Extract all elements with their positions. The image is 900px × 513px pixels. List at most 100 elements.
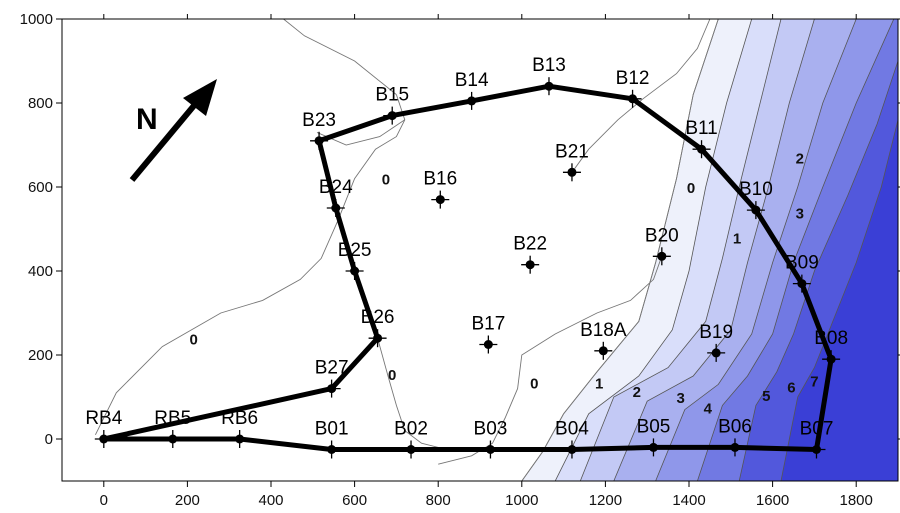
y-tick-label: 600 [28,179,53,196]
contour-line [94,94,406,436]
borehole-marker-b08 [822,350,841,369]
contour-label: 1 [595,375,603,392]
x-tick-label: 600 [342,492,367,509]
borehole-label-b09: B09 [785,253,819,274]
borehole-label-b22: B22 [513,234,547,255]
borehole-label-rb4: RB4 [85,408,122,429]
borehole-label-b19: B19 [699,322,733,343]
y-tick-label: 400 [28,263,53,280]
borehole-marker-b16 [431,190,450,209]
borehole-marker-b17 [479,335,498,354]
x-tick-label: 1800 [840,492,873,509]
borehole-label-b26: B26 [361,307,395,328]
north-arrow: N [129,79,217,182]
borehole-marker-b25 [345,262,364,280]
contour-label: 3 [796,205,804,222]
contour-label: 2 [633,384,641,401]
borehole-label-b04: B04 [555,419,589,440]
borehole-label-b27: B27 [315,358,349,379]
borehole-label-b20: B20 [645,225,679,246]
x-tick-label: 400 [258,492,283,509]
borehole-label-b03: B03 [474,419,508,440]
borehole-label-b01: B01 [315,419,349,440]
borehole-marker-b15 [383,106,402,125]
borehole-label-b12: B12 [616,68,650,89]
borehole-marker-b27 [322,379,341,398]
borehole-label-b08: B08 [814,328,848,349]
contour-label: 1 [733,230,741,247]
borehole-marker-b03 [481,440,500,459]
contour-label: 4 [704,401,713,418]
borehole-marker-b01 [322,440,341,459]
contour-label: 0 [382,172,390,189]
borehole-marker-b19 [707,343,726,362]
borehole-marker-b11 [692,140,711,159]
borehole-marker-rb6 [230,430,249,448]
x-axis-ticks: 0 200 400 600 800 1000 1200 1400 1600 1800 [100,14,873,509]
plot-frame [61,18,899,482]
contour-line [377,338,447,450]
borehole-label-b15: B15 [375,85,409,106]
borehole-marker-b02 [402,440,421,459]
borehole-label-b07: B07 [800,419,834,440]
borehole-label-b16: B16 [423,169,457,190]
contour-label: 5 [762,388,770,405]
borehole-marker-b18a [594,341,613,360]
borehole-marker-b23 [310,131,329,150]
borehole-label-b14: B14 [455,70,489,91]
borehole-marker-b06 [725,438,744,457]
borehole-label-b06: B06 [718,416,752,437]
x-tick-label: 1000 [505,492,538,509]
borehole-marker-b13 [539,77,558,96]
x-tick-label: 1200 [589,492,622,509]
borehole-label-b10: B10 [739,179,773,200]
borehole-label-b18a: B18A [580,320,627,341]
x-tick-label: 1400 [672,492,705,509]
borehole-label-b05: B05 [637,416,671,437]
north-arrow-head [183,79,217,116]
borehole-label-b23: B23 [302,110,336,131]
contour-label: 7 [810,373,818,390]
borehole-label-rb5: RB5 [154,408,191,429]
borehole-label-b02: B02 [394,419,428,440]
borehole-marker-b26 [368,329,387,348]
contour-label: 3 [676,390,684,407]
borehole-marker-b10 [746,201,765,220]
north-label: N [136,103,158,136]
x-tick-label: 200 [175,492,200,509]
borehole-label-b24: B24 [319,177,353,198]
borehole-marker-b22 [521,255,540,274]
contour-fill-group [521,19,898,481]
contour-label: 0 [189,331,197,348]
borehole-marker-group [94,77,841,459]
contour-line [521,19,719,481]
borehole-marker-b24 [326,199,345,217]
borehole-marker-rb4 [94,430,113,448]
borehole-marker-b05 [644,438,663,457]
borehole-marker-b09 [792,274,811,293]
north-arrow-shaft [129,94,205,182]
contour-line [283,19,397,95]
borehole-label-b17: B17 [471,314,505,335]
borehole-label-b11: B11 [685,118,717,139]
borehole-marker-b04 [562,440,581,459]
borehole-marker-b12 [623,89,642,108]
borehole-label-group: RB4 RB5 RB6 B01 B02 B03 B04 B05 B06 B07 B08 B09 B10 B… [85,55,848,439]
contour-label: 0 [530,375,538,392]
borehole-marker-b20 [652,247,671,266]
contour-line [571,19,711,173]
borehole-label-b21: B21 [555,141,589,162]
x-tick-label: 0 [100,492,108,509]
borehole-marker-b21 [562,163,581,182]
contour-band-7 [780,119,898,481]
y-tick-label: 800 [28,95,53,112]
borehole-label-b25: B25 [338,240,372,261]
borehole-label-b13: B13 [532,55,566,76]
contour-label: 0 [388,367,396,384]
borehole-marker-b07 [807,440,826,459]
y-tick-label: 1000 [20,11,53,28]
borehole-label-rb6: RB6 [221,408,258,429]
y-tick-label: 200 [28,347,53,364]
